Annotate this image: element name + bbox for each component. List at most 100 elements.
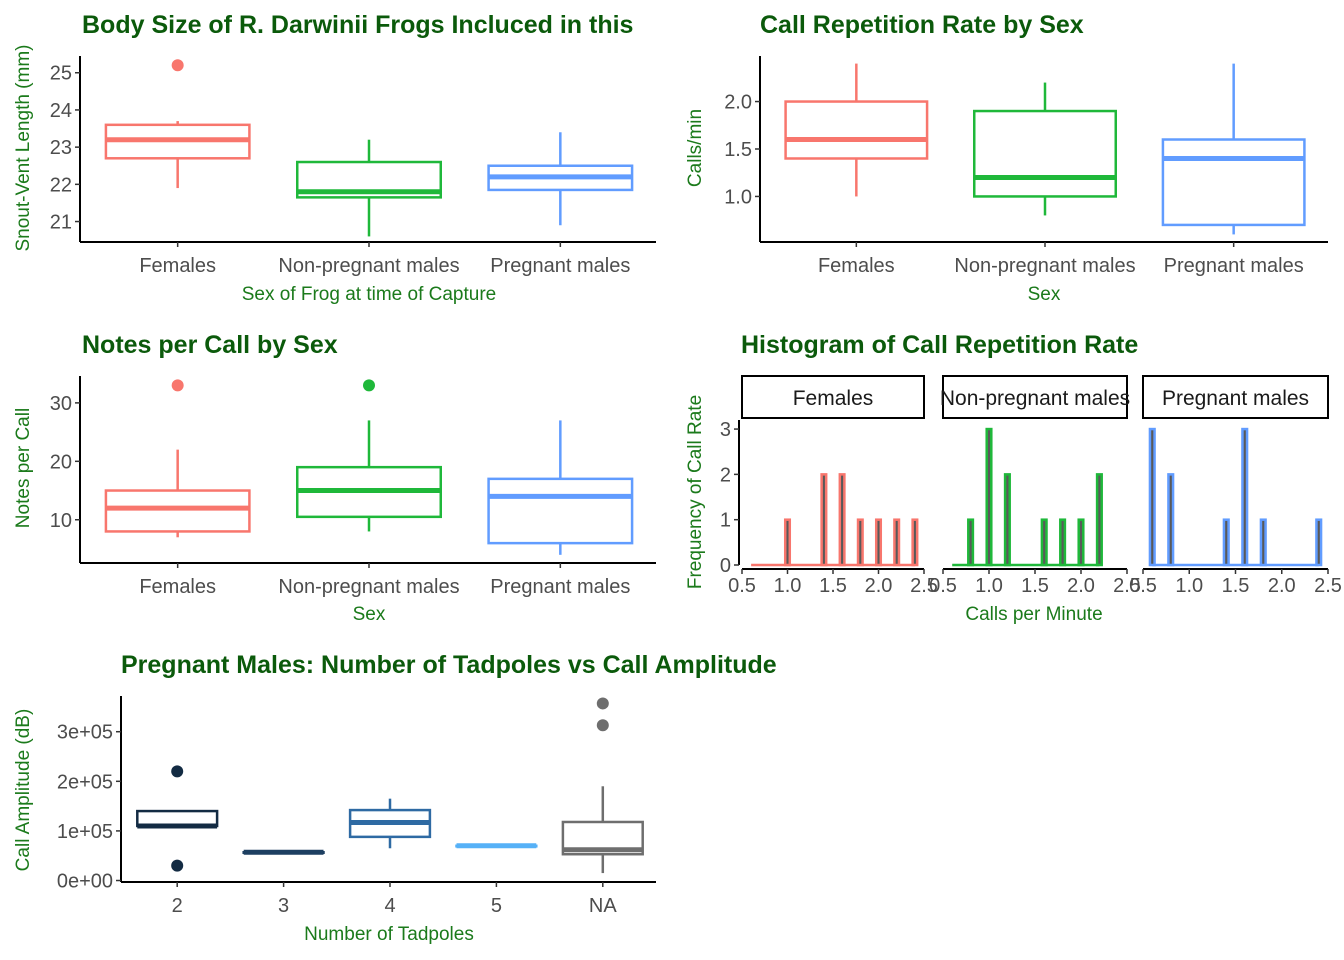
box [973,109,1117,198]
y-tick-label: 30 [50,393,72,415]
histogram-bar [838,473,846,567]
plot-area: 10 20 30 Females Non-pregnant males Pregnant … [50,376,656,598]
x-tick-label: Pregnant males [490,255,630,277]
x-axis-label: Calls per Minute [965,604,1102,625]
histogram-bar [1003,473,1011,567]
outlier-point [363,379,375,392]
histogram-bar [1315,518,1323,567]
panel-call-rate: Call Repetition Rate by Sex Sex Calls/mi… [685,11,1328,305]
y-tick-label: 1.0 [724,186,752,208]
y-axis-label: Snout-Vent Length (mm) [13,45,34,252]
histogram-bar [783,518,792,567]
x-tick-label: 2.5 [910,575,938,597]
x-tick-label: 1.0 [975,575,1003,597]
histogram-bar [856,518,864,567]
panel-title: Pregnant Males: Number of Tadpoles vs Ca… [121,651,777,679]
y-tick-label: 21 [50,212,72,234]
y-tick-label: 1.5 [724,139,752,161]
box [487,477,634,545]
x-axis-label: Sex [1028,284,1061,305]
x-tick-label: 2.5 [1314,575,1342,597]
x-tick-label: 2.5 [1113,575,1141,597]
panel-title: Call Repetition Rate by Sex [760,11,1084,39]
x-axis-label: Sex of Frog at time of Capture [242,284,497,305]
y-tick-label: 2.0 [724,92,752,114]
x-tick-label: Pregnant males [490,576,630,598]
y-tick-label: 20 [50,451,72,473]
x-tick-label: 2.0 [1268,575,1296,597]
panel-notes-per-call: Notes per Call by Sex Sex Notes per Call… [13,331,656,625]
histogram-bar [985,427,993,567]
y-axis-label: Call Amplitude (dB) [13,709,34,872]
y-tick-label: 0 [720,555,731,577]
x-tick-label: Females [818,255,895,277]
x-tick-label: 1.5 [1222,575,1250,597]
facet-strip-label: Pregnant males [1162,387,1309,410]
histogram-bar [1095,473,1103,567]
x-tick-label: 0.5 [728,575,756,597]
y-axis-label: Notes per Call [13,408,34,528]
y-tick-label: 2 [720,464,731,486]
x-tick-label: Non-pregnant males [278,255,459,277]
outlier-point [596,719,609,732]
x-tick-label: 1.0 [1175,575,1203,597]
panel-tadpoles-amplitude: Pregnant Males: Number of Tadpoles vs Ca… [13,651,777,945]
x-tick-label: NA [589,895,617,917]
histogram-bar [893,518,901,567]
histogram-bar [1241,427,1249,567]
facet-strip-label: Females [793,387,874,410]
outlier-point [171,859,184,872]
histogram-bar [1167,473,1175,567]
x-tick-label: 1.5 [819,575,847,597]
facet-strip [741,375,925,419]
outlier-point [596,697,609,710]
outlier-point [171,765,184,778]
facet-strip [942,375,1128,419]
box [1161,138,1306,227]
y-tick-label: 1 [720,510,731,532]
y-axis-label: Calls/min [685,109,706,187]
x-tick-label: 5 [491,895,502,917]
y-axis-label: Frequency of Call Rate [685,395,706,589]
histogram-bar [1077,518,1085,567]
facet: Pregnant males 0.5 1.0 1.5 2.0 2.5 [1129,375,1342,597]
x-tick-label: 1.0 [774,575,802,597]
y-tick-label: 2e+05 [57,771,113,793]
facet: Non-pregnant males 0.5 1.0 1.5 2.0 2.5 [929,375,1141,597]
y-tick-label: 22 [50,174,72,196]
x-tick-label: 3 [278,895,289,917]
x-tick-label: Females [139,255,216,277]
x-tick-label: 0.5 [1129,575,1157,597]
plot-area: 1.0 1.5 2.0 Females Non-pregnant males Pregna… [724,56,1328,277]
box [784,100,929,160]
x-tick-label: 2.0 [1067,575,1095,597]
y-tick-label: 1e+05 [57,821,113,843]
y-tick-label: 3 [720,419,731,441]
histogram-bar [820,473,828,567]
y-tick-label: 10 [50,510,72,532]
facet: Females 0.5 1.0 1.5 2.0 2.5 [728,375,938,597]
histogram-bar [1259,518,1267,567]
histogram-bar [911,518,919,567]
histogram-bar [1148,427,1156,567]
x-tick-label: 1.5 [1021,575,1049,597]
facet-strip-label: Non-pregnant males [940,387,1130,410]
histogram-bar [1040,518,1048,567]
y-tick-label: 23 [50,137,72,159]
histogram-bar [967,518,975,567]
plot-area: 0e+00 1e+05 2e+05 3e+05 2 3 4 5 NA [57,696,656,917]
panel-title: Histogram of Call Repetition Rate [741,331,1138,359]
histogram-bar [1222,518,1230,567]
x-tick-label: 0.5 [929,575,957,597]
x-tick-label: Non-pregnant males [954,255,1135,277]
y-tick-label: 0e+00 [57,871,113,893]
outlier-point [171,379,184,392]
x-axis-label: Sex [353,604,386,625]
x-tick-label: 2 [172,895,183,917]
x-tick-label: Non-pregnant males [278,576,459,598]
x-tick-label: 4 [384,895,395,917]
y-tick-label: 24 [50,100,72,122]
